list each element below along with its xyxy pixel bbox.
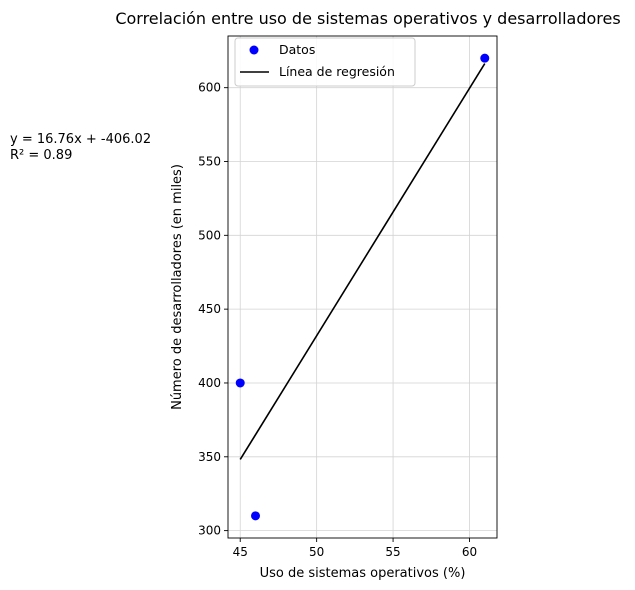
y-tick-label: 600 [198, 81, 221, 95]
y-tick-label: 350 [198, 450, 221, 464]
y-tick-label: 450 [198, 302, 221, 316]
plot-frame [227, 35, 498, 539]
y-tick-label: 550 [198, 155, 221, 169]
chart-title: Correlación entre uso de sistemas operat… [115, 9, 620, 28]
x-tick-label: 50 [309, 545, 324, 559]
y-tick-label: 400 [198, 376, 221, 390]
legend-marker-datos [249, 45, 259, 55]
y-axis-label: Número de desarrolladores (en miles) [170, 164, 185, 410]
axes: 45 50 55 60 300 350 400 450 500 550 600 [198, 35, 498, 559]
x-axis-label: Uso de sistemas operativos (%) [260, 566, 466, 581]
legend-label-datos: Datos [279, 42, 315, 57]
y-tick-label: 300 [198, 524, 221, 538]
regression-line [239, 63, 486, 460]
data-point [251, 511, 261, 521]
legend-label-regresion: Línea de regresión [279, 64, 395, 79]
y-tick-label: 500 [198, 228, 221, 242]
legend: Datos Línea de regresión [234, 37, 416, 87]
plot-area [235, 53, 490, 521]
data-point [480, 53, 490, 63]
r-squared-label: R² = 0.89 [10, 148, 72, 163]
gridlines [228, 36, 497, 538]
x-tick-label: 60 [462, 545, 477, 559]
x-tick-label: 55 [385, 545, 400, 559]
legend-box [234, 37, 416, 87]
x-tick-label: 45 [233, 545, 248, 559]
regression-equation: y = 16.76x + -406.02 [10, 132, 151, 147]
data-point [235, 378, 245, 388]
